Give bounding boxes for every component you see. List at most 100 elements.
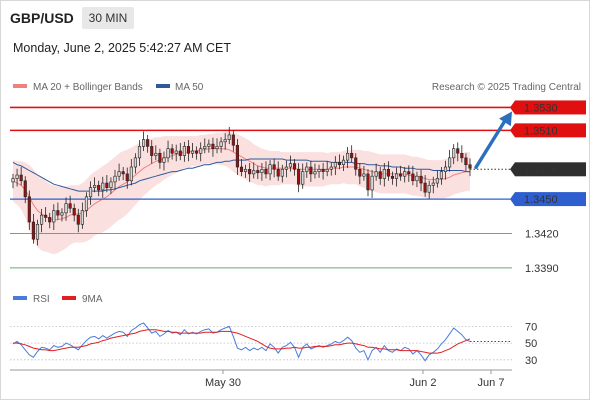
candle-body — [264, 169, 268, 175]
legend: MA 20 + Bollinger Bands MA 50 Research ©… — [13, 82, 581, 93]
candle-body — [235, 144, 239, 168]
candle-body — [93, 185, 97, 188]
projection-arrowhead — [499, 111, 512, 127]
candle-body — [31, 221, 35, 240]
candle-body — [231, 134, 235, 146]
candle-body — [382, 169, 386, 179]
rsi-line — [12, 322, 471, 362]
candle-body — [109, 181, 113, 188]
candle-body — [252, 170, 256, 175]
candle-body — [305, 166, 309, 172]
candle-body — [19, 174, 23, 182]
candle-body — [256, 170, 260, 174]
candle-body — [272, 164, 276, 170]
candle-body — [23, 180, 27, 198]
candle-body — [190, 150, 195, 154]
candle-body — [325, 169, 329, 172]
candle-body — [64, 203, 68, 214]
candle-body — [219, 141, 223, 147]
candle-body — [321, 169, 325, 172]
candle-body — [182, 146, 186, 156]
candle-body — [150, 146, 154, 156]
ma50-legend-swatch — [156, 84, 170, 88]
candle-body — [158, 152, 162, 163]
candle-body — [125, 173, 129, 182]
candle-body — [439, 171, 444, 179]
candle-body — [415, 175, 419, 182]
level-tag-pointer — [510, 100, 515, 115]
candle-body — [403, 171, 407, 177]
candle-body — [137, 146, 142, 159]
candle-body — [146, 139, 150, 147]
candle-body — [154, 152, 158, 156]
candle-body — [39, 214, 44, 225]
candle-body — [435, 178, 439, 184]
candle-body — [346, 152, 350, 161]
candle-body — [97, 185, 101, 191]
candle-body — [88, 187, 93, 198]
rsi-lines — [12, 322, 512, 362]
candle-body — [309, 166, 313, 175]
candle-body — [448, 157, 452, 168]
level-labels: 1.3530 1.3510 1.3476 1.3450 1.3420 1.3390 — [510, 100, 586, 275]
bollinger-bands — [13, 131, 470, 255]
level-label-1-3390: 1.3390 — [525, 263, 559, 275]
candle-body — [374, 171, 378, 177]
candle-body — [301, 171, 305, 185]
rsi-legend-label: RSI — [33, 294, 50, 305]
candle-body — [341, 159, 346, 166]
candlesticks — [11, 126, 472, 246]
candle-body — [313, 171, 317, 175]
candle-body — [72, 207, 76, 216]
candle-body — [44, 214, 48, 218]
rsi9-legend-swatch — [62, 296, 76, 300]
candle-body — [215, 146, 219, 149]
time-axis: May 30 Jun 2 Jun 7 — [205, 370, 504, 389]
candle-body — [452, 148, 456, 159]
candle-body — [297, 169, 301, 185]
candle-body — [52, 210, 56, 223]
candle-body — [101, 182, 105, 191]
key-levels — [10, 106, 512, 269]
projection-line — [474, 115, 509, 170]
symbol-title: GBP/USD — [10, 10, 74, 26]
ma20-legend-swatch — [13, 84, 27, 88]
rsi9-legend-label: 9MA — [82, 294, 103, 305]
ma20-line — [12, 148, 470, 221]
chart-header: GBP/USD 30 MIN — [0, 0, 590, 36]
candle-body — [48, 217, 52, 223]
candle-body — [280, 169, 284, 177]
rsi-tick-30: 30 — [525, 355, 537, 367]
candle-body — [284, 166, 288, 170]
candle-body — [133, 157, 137, 168]
candle-body — [366, 173, 370, 191]
rsi-tick-70: 70 — [525, 321, 537, 333]
rsi-tick-50: 50 — [525, 338, 537, 350]
level-tag-pointer — [510, 192, 515, 207]
candle-body — [386, 169, 390, 177]
candle-body — [223, 139, 227, 143]
candle-body — [431, 182, 435, 186]
ma50-legend-label: MA 50 — [175, 82, 204, 93]
rsi-legend-swatch — [13, 296, 27, 300]
candle-body — [468, 164, 472, 169]
rsi-ma-line — [13, 329, 471, 354]
candle-body — [394, 173, 399, 179]
candle-body — [80, 210, 84, 225]
candle-body — [195, 150, 199, 154]
candle-body — [464, 157, 468, 166]
level-tag-1-3476 — [515, 162, 586, 177]
candle-body — [399, 173, 403, 177]
candle-body — [199, 148, 203, 154]
timeframe-badge[interactable]: 30 MIN — [82, 7, 134, 29]
candle-body — [411, 173, 415, 182]
time-tick-label: May 30 — [205, 377, 241, 389]
candle-body — [11, 178, 15, 183]
level-tag-pointer — [510, 123, 515, 138]
level-tag-1-3510 — [515, 123, 586, 138]
candle-body — [211, 143, 215, 149]
candle-body — [427, 185, 431, 193]
candle-body — [460, 152, 464, 159]
candle-body — [337, 162, 341, 166]
candle-body — [333, 162, 337, 168]
